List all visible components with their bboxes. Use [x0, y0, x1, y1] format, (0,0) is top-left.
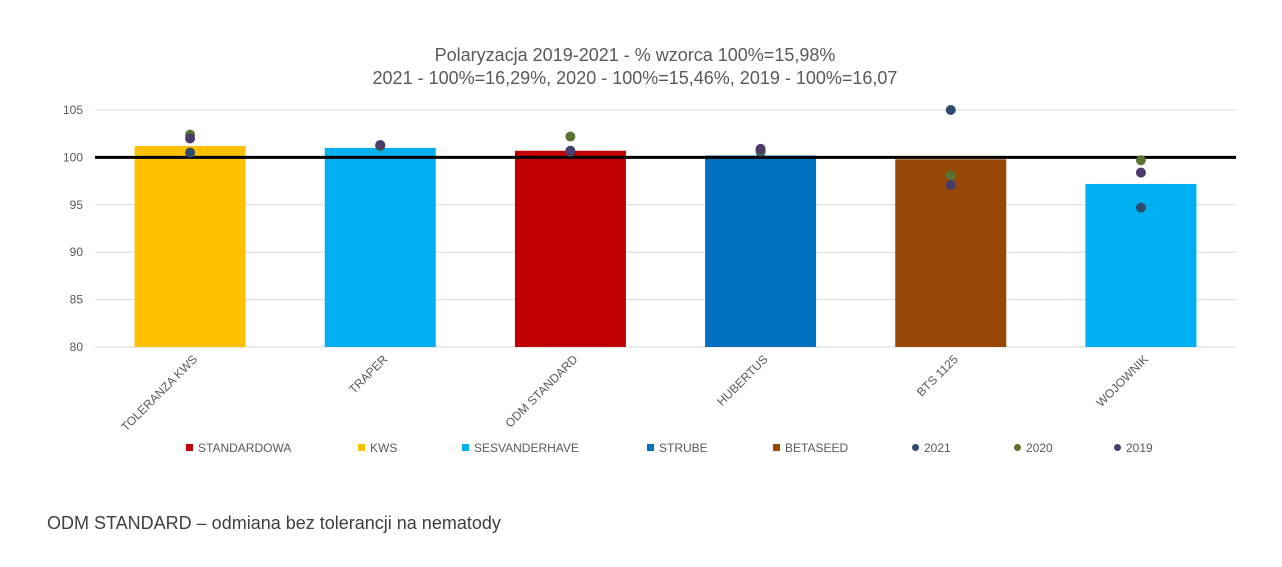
legend-label: 2020	[1026, 441, 1053, 455]
point-2019	[945, 179, 956, 190]
bar	[514, 150, 626, 347]
bar	[324, 147, 436, 347]
point-2019	[185, 133, 196, 144]
legend-swatch	[773, 444, 780, 451]
legend-label: 2019	[1126, 441, 1153, 455]
x-axis-ticks: TOLERANZA KWS TRAPER ODM STANDARD HUBERTUS B…	[118, 352, 1151, 434]
point-2020	[1135, 155, 1146, 166]
chart: Polaryzacja 2019-2021 - % wzorca 100%=15…	[63, 45, 1236, 455]
point-2020	[945, 170, 956, 181]
legend-label: STANDARDOWA	[198, 441, 291, 455]
x-tick-label: WOJOWNIK	[1094, 352, 1152, 410]
points	[185, 105, 1146, 213]
gridlines	[95, 109, 1236, 348]
legend: STANDARDOWA KWS SESVANDERHAVE STRUBE BETASEE…	[186, 441, 1153, 455]
legend-swatch	[358, 444, 365, 451]
legend-marker	[1014, 444, 1021, 451]
point-2019	[755, 143, 766, 154]
point-2019	[565, 146, 576, 157]
x-tick-label: ODM STANDARD	[502, 352, 580, 430]
y-tick-label: 90	[70, 245, 84, 259]
legend-swatch	[462, 444, 469, 451]
x-tick-label: TRAPER	[346, 352, 391, 397]
legend-swatch	[647, 444, 654, 451]
legend-label: KWS	[370, 441, 397, 455]
legend-marker	[1114, 444, 1121, 451]
legend-label: 2021	[924, 441, 951, 455]
bar	[895, 159, 1007, 347]
bar	[705, 155, 817, 347]
bar	[134, 146, 246, 347]
y-tick-label: 95	[70, 198, 84, 212]
x-tick-label: BTS 1125	[914, 352, 961, 399]
y-axis-ticks: 80 85 90 95 100 105	[63, 103, 83, 354]
y-tick-label: 100	[63, 150, 83, 164]
legend-marker	[912, 444, 919, 451]
legend-label: STRUBE	[659, 441, 708, 455]
legend-label: BETASEED	[785, 441, 848, 455]
x-tick-label: TOLERANZA KWS	[118, 352, 200, 434]
point-2021	[945, 105, 956, 115]
point-2021	[185, 147, 196, 158]
y-tick-label: 85	[70, 293, 84, 307]
legend-swatch	[186, 444, 193, 451]
point-2021	[1135, 202, 1146, 213]
legend-label: SESVANDERHAVE	[474, 441, 579, 455]
y-tick-label: 105	[63, 103, 83, 117]
chart-title-line-1: Polaryzacja 2019-2021 - % wzorca 100%=15…	[435, 45, 836, 65]
bars	[134, 146, 1197, 347]
y-tick-label: 80	[70, 340, 84, 354]
x-tick-label: HUBERTUS	[714, 352, 770, 408]
point-2019	[375, 140, 386, 151]
point-2019	[1135, 167, 1146, 178]
point-2020	[565, 131, 576, 142]
footnote: ODM STANDARD – odmiana bez tolerancji na…	[47, 513, 501, 533]
chart-title-line-2: 2021 - 100%=16,29%, 2020 - 100%=15,46%, …	[373, 68, 898, 88]
